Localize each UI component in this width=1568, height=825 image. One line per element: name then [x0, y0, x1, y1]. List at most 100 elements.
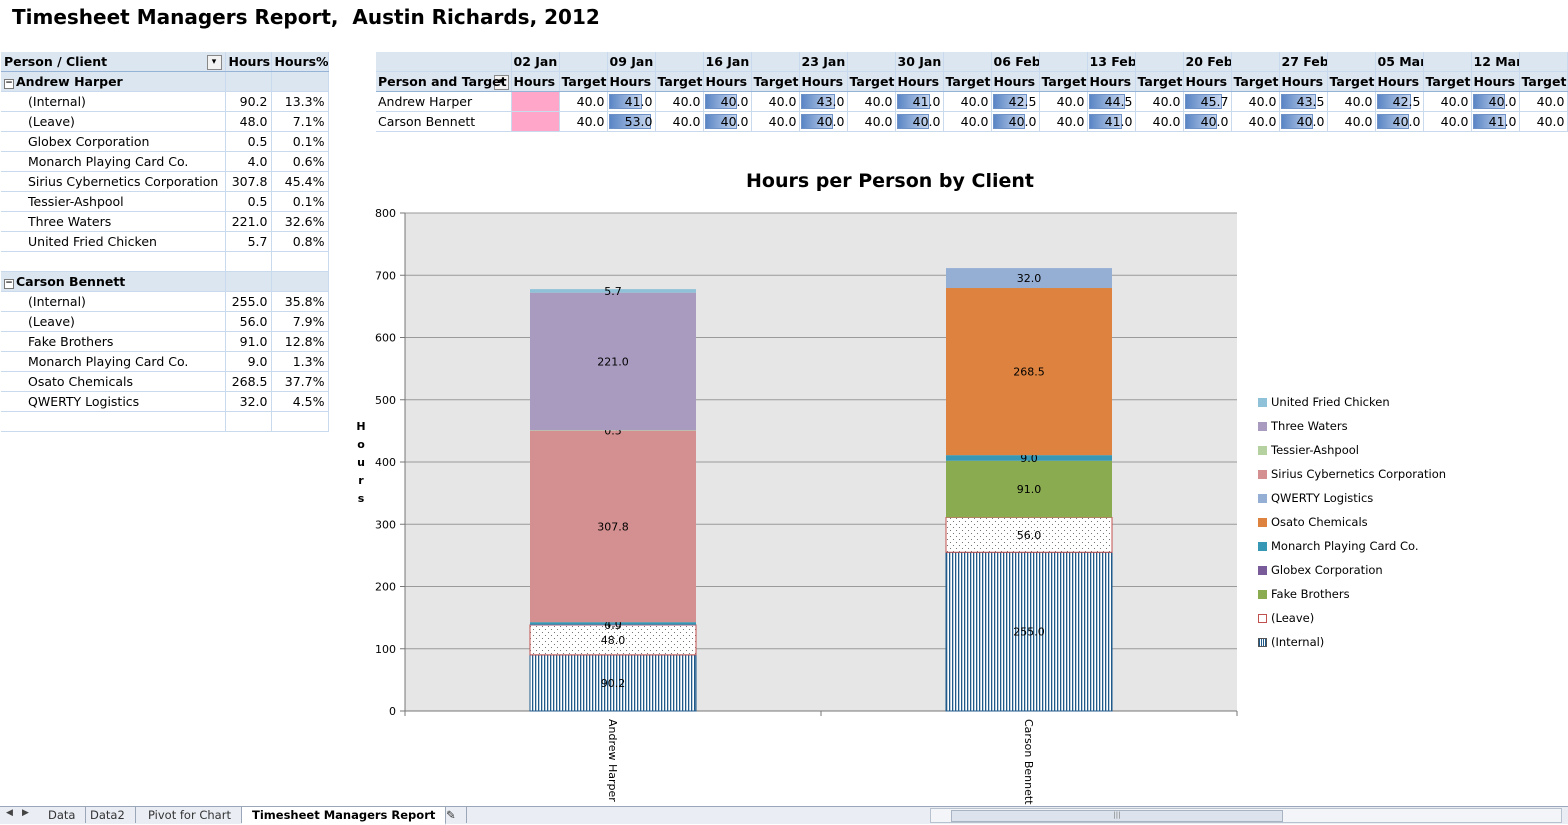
group-name: Andrew Harper	[16, 74, 123, 89]
bar-segment[interactable]	[530, 622, 696, 625]
weekly-hours-value: 40.0	[1392, 114, 1421, 129]
pivot-row[interactable]: United Fried Chicken 5.7 0.8%	[1, 231, 329, 252]
target-column-label: Target	[1327, 71, 1376, 92]
week-date: 13 Feb	[1087, 52, 1136, 72]
pivot-header-label: Hours%	[274, 54, 328, 69]
weekly-hours-value: 40.0	[1488, 94, 1517, 109]
hours-percent: 13.3%	[271, 91, 329, 112]
bar-segment[interactable]	[530, 624, 696, 626]
prev-sheet-arrow-icon[interactable]: ◀	[6, 808, 13, 818]
pivot-row[interactable]: Globex Corporation 0.5 0.1%	[1, 131, 329, 152]
pivot-row[interactable]: (Leave) 56.0 7.9%	[1, 311, 329, 332]
weekly-hours-value: 42.5	[1392, 94, 1421, 109]
bar-segment[interactable]	[946, 288, 1112, 456]
weekly-hours-cell: 41.0	[895, 91, 944, 112]
bar-segment[interactable]	[530, 289, 696, 293]
scroll-thumb[interactable]: |||	[951, 810, 1283, 822]
pivot-row[interactable]: Monarch Playing Card Co. 9.0 1.3%	[1, 351, 329, 372]
group-name-cell[interactable]: − Andrew Harper	[1, 71, 226, 92]
weekly-hours-cell: 40.0	[991, 111, 1040, 132]
hours-chart[interactable]: 0 100 200 300 400 500 600 700 800 90.2 48.0 0.5 4.0 3…	[340, 160, 1568, 808]
sheet-tab[interactable]: Data2	[80, 807, 136, 823]
bar-segment[interactable]	[946, 460, 1112, 518]
page-title: Timesheet Managers Report, Austin Richar…	[12, 5, 600, 29]
data-bar	[992, 94, 1027, 109]
legend-swatch	[1258, 637, 1267, 647]
y-axis-label-letter: H	[356, 420, 366, 433]
pivot-row[interactable]: Osato Chemicals 268.5 37.7%	[1, 371, 329, 392]
row-header-cell: ▾ Person and Target	[376, 71, 512, 92]
filter-dropdown-icon[interactable]: ▾	[206, 54, 222, 70]
bar-segment[interactable]	[945, 516, 1113, 553]
pivot-header-cell: Hours	[225, 52, 272, 72]
bar-segment[interactable]	[529, 654, 697, 712]
next-sheet-arrow-icon[interactable]: ▶	[22, 808, 29, 818]
weekly-hours-value: 40.0	[720, 94, 749, 109]
group-name-cell[interactable]: − Carson Bennett	[1, 271, 226, 292]
bar-segment[interactable]	[946, 268, 1112, 289]
bar-segment[interactable]	[946, 455, 1112, 461]
bar-segment[interactable]	[945, 551, 1113, 712]
week-date: 23 Jan	[799, 52, 848, 72]
weekly-target-value: 40.0	[1423, 111, 1472, 132]
empty-cell	[225, 251, 272, 272]
weekly-hours-cell: 42.5	[991, 91, 1040, 112]
sheet-tab[interactable]: Data	[38, 807, 87, 823]
sheet-tab-bar: ◀ ▶ Data Data2 Pivot for Chart Timesheet Ma…	[0, 806, 1568, 825]
pivot-group-row[interactable]: − Carson Bennett	[1, 271, 329, 292]
horizontal-scrollbar[interactable]: |||	[930, 808, 1562, 823]
collapse-icon[interactable]: −	[4, 78, 14, 89]
hours-column-label: Hours	[991, 71, 1040, 92]
pivot-row[interactable]: Monarch Playing Card Co. 4.0 0.6%	[1, 151, 329, 172]
pivot-row[interactable]: Fake Brothers 91.0 12.8%	[1, 331, 329, 352]
sheet-tab[interactable]: Pivot for Chart	[138, 807, 242, 823]
bar-segment[interactable]	[530, 430, 696, 623]
pivot-header-cell: ▾ Person / Client	[1, 52, 226, 72]
y-tick-label: 0	[389, 705, 396, 718]
weekly-target-value: 40.0	[655, 91, 704, 112]
person-week-row[interactable]: Carson Bennett 40.0 53.0 40.0 40.0 40.0 40.0 40…	[376, 111, 1568, 132]
hours-column-label: Hours	[511, 71, 560, 92]
pivot-row[interactable]: (Leave) 48.0 7.1%	[1, 111, 329, 132]
data-bar	[704, 114, 737, 129]
pivot-row[interactable]: (Internal) 255.0 35.8%	[1, 291, 329, 312]
weekly-hours-value: 45.7	[1200, 94, 1229, 109]
pivot-row[interactable]: Three Waters 221.0 32.6%	[1, 211, 329, 232]
pivot-row[interactable]: (Internal) 90.2 13.3%	[1, 91, 329, 112]
hours-value: 90.2	[225, 91, 272, 112]
target-column-label: Target	[1423, 71, 1472, 92]
legend-item: United Fried Chicken	[1258, 390, 1446, 414]
pivot-row[interactable]: QWERTY Logistics 32.0 4.5%	[1, 391, 329, 412]
weekly-hours-value: 41.0	[912, 94, 941, 109]
data-label: 9.0	[1020, 452, 1038, 465]
hours-percent: 12.8%	[271, 331, 329, 352]
legend-item: (Leave)	[1258, 606, 1446, 630]
hours-value: 268.5	[225, 371, 272, 392]
weekly-hours-cell	[511, 111, 560, 132]
pivot-row[interactable]: Tessier-Ashpool 0.5 0.1%	[1, 191, 329, 212]
person-week-row[interactable]: Andrew Harper 40.0 41.0 40.0 40.0 40.0 43.0 40.…	[376, 91, 1568, 112]
empty-cell	[271, 271, 329, 292]
collapse-icon[interactable]: −	[4, 278, 14, 289]
weekly-hours-value: 41.0	[624, 94, 653, 109]
hours-percent: 7.9%	[271, 311, 329, 332]
data-bar	[1376, 94, 1411, 109]
legend-item: Monarch Playing Card Co.	[1258, 534, 1446, 558]
bar-segment[interactable]	[529, 624, 697, 656]
person-name: Carson Bennett	[376, 111, 512, 132]
empty-cell	[1327, 52, 1376, 72]
pivot-group-row[interactable]: − Andrew Harper	[1, 71, 329, 92]
chart-legend: United Fried Chicken Three Waters Tessier-…	[1258, 390, 1446, 654]
bar-segment[interactable]	[530, 430, 696, 431]
bar-segment[interactable]	[530, 292, 696, 431]
pivot-row[interactable]: Sirius Cybernetics Corporation 307.8 45.4%	[1, 171, 329, 192]
filter-dropdown-icon[interactable]: ▾	[493, 74, 509, 90]
insert-sheet-icon[interactable]: ✎	[436, 807, 467, 823]
legend-swatch	[1258, 589, 1267, 599]
weekly-hours-value: 41.0	[1104, 114, 1133, 129]
hours-column-label: Hours	[1087, 71, 1136, 92]
hours-column-label: Hours	[895, 71, 944, 92]
weekly-hours-cell: 40.0	[1279, 111, 1328, 132]
sheet-tab[interactable]: Timesheet Managers Report	[242, 807, 447, 825]
